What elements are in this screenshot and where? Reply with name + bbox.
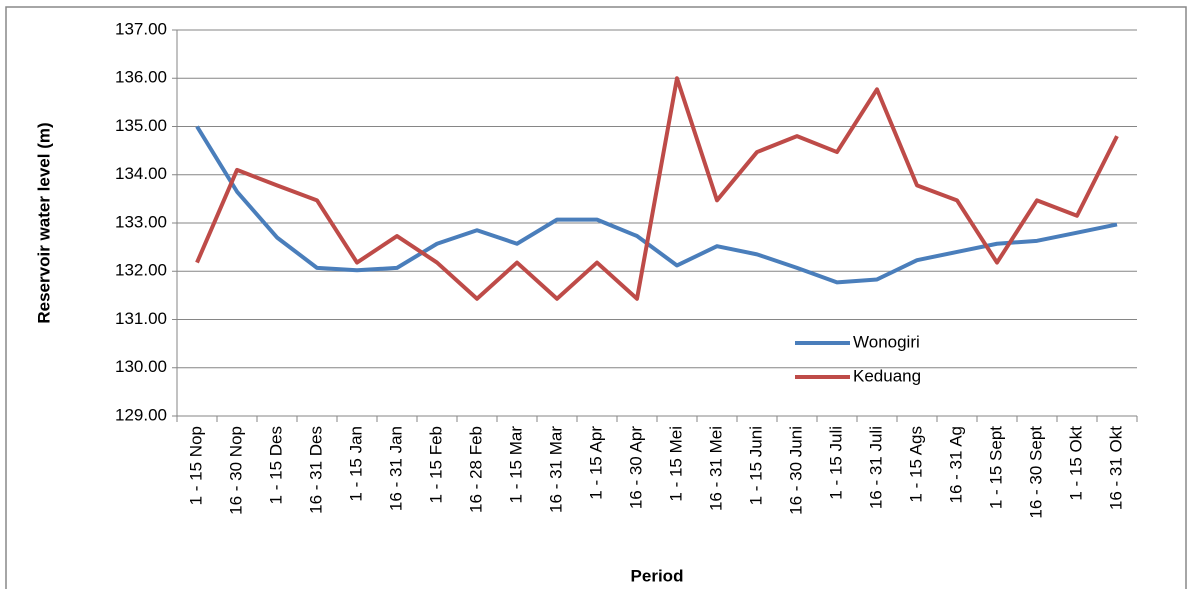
y-tick-label: 130.00 [115,357,167,376]
series-line [195,76,1119,301]
x-tick-label: 16 - 31 Mar [546,426,565,513]
series-line [195,125,1118,285]
y-tick-label: 136.00 [115,68,167,87]
x-tick-label: 16 - 30 Juni [786,426,805,515]
x-tick-label: 1 - 15 Juni [746,426,765,505]
x-tick-label: 16 - 30 Apr [626,426,645,510]
x-tick-label: 1 - 15 Feb [426,426,445,504]
y-tick-label: 129.00 [115,405,167,424]
chart-frame [5,6,1187,589]
x-tick-label: 1 - 15 Sept [986,426,1005,509]
x-tick-label: 16 - 30 Nop [226,426,245,515]
y-tick-label: 137.00 [115,19,167,38]
x-tick-label: 1 - 15 Okt [1066,426,1085,501]
x-tick-label: 1 - 15 Apr [586,426,605,500]
x-tick-label: 1 - 15 Mar [506,426,525,504]
y-axis-title: Reservoir water level (m) [34,122,53,323]
x-tick-label: 1 - 15 Des [266,426,285,504]
x-tick-label: 1 - 15 Nop [186,426,205,505]
x-tick-label: 16 - 31 Ag [946,426,965,504]
x-tick-label: 1 - 15 Mei [666,426,685,502]
x-tick-label: 1 - 15 Juli [826,426,845,500]
x-tick-label: 16 - 28 Feb [466,426,485,513]
legend-label: Keduang [853,366,921,385]
legend-label: Wonogiri [853,332,920,351]
x-tick-label: 16 - 31 Mei [706,426,725,511]
x-tick-label: 1 - 15 Jan [346,426,365,502]
x-axis-title: Period [631,566,684,585]
x-tick-label: 16 - 31 Jan [386,426,405,511]
x-tick-label: 16 - 31 Des [306,426,325,514]
x-tick-label: 16 - 31 Juli [866,426,885,509]
y-tick-label: 131.00 [115,309,167,328]
y-tick-label: 135.00 [115,116,167,135]
y-tick-label: 132.00 [115,261,167,280]
y-tick-label: 134.00 [115,164,167,183]
x-tick-label: 16 - 31 Okt [1106,426,1125,510]
x-tick-label: 16 - 30 Sept [1026,426,1045,519]
y-tick-label: 133.00 [115,212,167,231]
x-tick-label: 1 - 15 Ags [906,426,925,503]
